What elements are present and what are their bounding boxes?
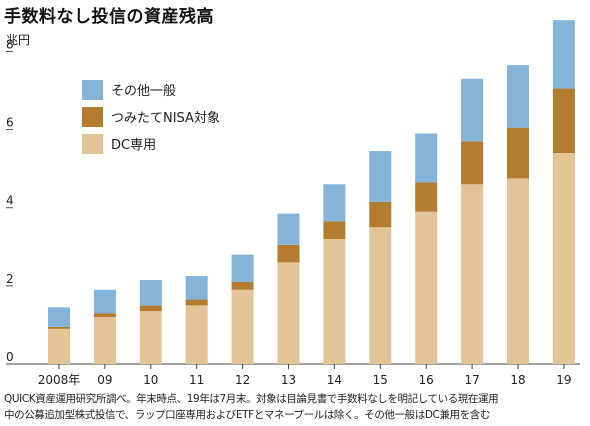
footnote: QUICK資産運用研究所調べ。年末時点、19年は7月末。対象は目論見書で手数料な… bbox=[4, 391, 588, 423]
y-tick-label-0: 0 bbox=[6, 350, 14, 364]
bar-1-3 bbox=[185, 299, 208, 306]
bar-0-1 bbox=[93, 317, 116, 364]
bar-1-11 bbox=[552, 88, 575, 154]
bar-2-11 bbox=[552, 20, 575, 89]
footnote-line-2: 中の公募追加型株式投信で、ラップ口座専用およびETFとマネープールは除く。その他… bbox=[4, 409, 490, 421]
legend-swatch-1 bbox=[82, 107, 103, 127]
bar-2-9 bbox=[461, 78, 484, 142]
bar-1-10 bbox=[507, 127, 529, 179]
x-tick-label-4: 12 bbox=[235, 373, 250, 387]
bar-0-5 bbox=[277, 262, 300, 364]
legend-label-0: その他一般 bbox=[111, 83, 176, 99]
x-tick-label-1: 09 bbox=[97, 373, 112, 387]
bar-2-4 bbox=[231, 254, 254, 282]
bar-2-8 bbox=[415, 133, 438, 183]
bar-2-6 bbox=[323, 184, 346, 222]
x-tick-label-11: 19 bbox=[556, 373, 571, 387]
bar-1-4 bbox=[231, 281, 254, 290]
bar-1-1 bbox=[93, 313, 116, 318]
bar-0-11 bbox=[552, 153, 575, 364]
bar-2-3 bbox=[185, 276, 208, 300]
bar-2-0 bbox=[48, 307, 70, 327]
y-tick-label-2: 2 bbox=[6, 272, 14, 286]
bar-0-0 bbox=[48, 328, 70, 364]
bar-1-5 bbox=[277, 244, 300, 263]
bar-0-9 bbox=[461, 184, 484, 364]
y-axis-unit-label: 兆円 bbox=[6, 33, 30, 47]
stacked-bar-chart: 兆円 0 2 4 6 8 2008年 09 10 11 12 13 14 15 16 17 18 19 その他一般つ… bbox=[6, 20, 580, 387]
bar-1-0 bbox=[48, 326, 70, 329]
x-tick-label-8: 16 bbox=[419, 373, 434, 387]
bar-1-7 bbox=[369, 201, 392, 228]
bar-0-3 bbox=[185, 305, 208, 364]
bar-2-1 bbox=[93, 289, 116, 314]
y-tick-label-8: 8 bbox=[6, 37, 14, 51]
y-tick-label-6: 6 bbox=[6, 116, 14, 130]
bar-1-8 bbox=[415, 182, 438, 212]
legend-label-2: DC専用 bbox=[111, 138, 156, 153]
bar-2-7 bbox=[369, 151, 392, 202]
x-tick-label-5: 13 bbox=[281, 373, 296, 387]
x-tick-label-9: 17 bbox=[464, 373, 479, 387]
bar-1-2 bbox=[139, 305, 162, 312]
x-tick-label-7: 15 bbox=[373, 373, 388, 387]
bar-0-7 bbox=[369, 227, 392, 364]
bar-0-10 bbox=[507, 178, 529, 364]
legend-label-1: つみたてNISA対象 bbox=[111, 111, 220, 126]
bar-1-9 bbox=[461, 141, 484, 185]
bar-0-4 bbox=[231, 289, 254, 364]
bar-0-2 bbox=[139, 311, 162, 364]
x-tick-label-3: 11 bbox=[189, 373, 204, 387]
footnote-line-1: QUICK資産運用研究所調べ。年末時点、19年は7月末。対象は目論見書で手数料な… bbox=[4, 393, 499, 405]
bar-2-5 bbox=[277, 213, 300, 245]
x-tick-label-0: 2008年 bbox=[38, 373, 81, 387]
x-tick-label-10: 18 bbox=[510, 373, 525, 387]
bar-2-2 bbox=[139, 280, 162, 306]
bar-2-10 bbox=[507, 65, 529, 128]
x-tick-label-2: 10 bbox=[143, 373, 158, 387]
legend-swatch-0 bbox=[82, 80, 103, 100]
bar-0-6 bbox=[323, 238, 346, 364]
x-tick-label-6: 14 bbox=[327, 373, 342, 387]
bar-0-8 bbox=[415, 211, 438, 364]
y-tick-label-4: 4 bbox=[6, 194, 14, 208]
legend-swatch-2 bbox=[82, 134, 103, 154]
chart-title: 手数料なし投信の資産残高 bbox=[4, 7, 214, 27]
bar-1-6 bbox=[323, 221, 346, 239]
